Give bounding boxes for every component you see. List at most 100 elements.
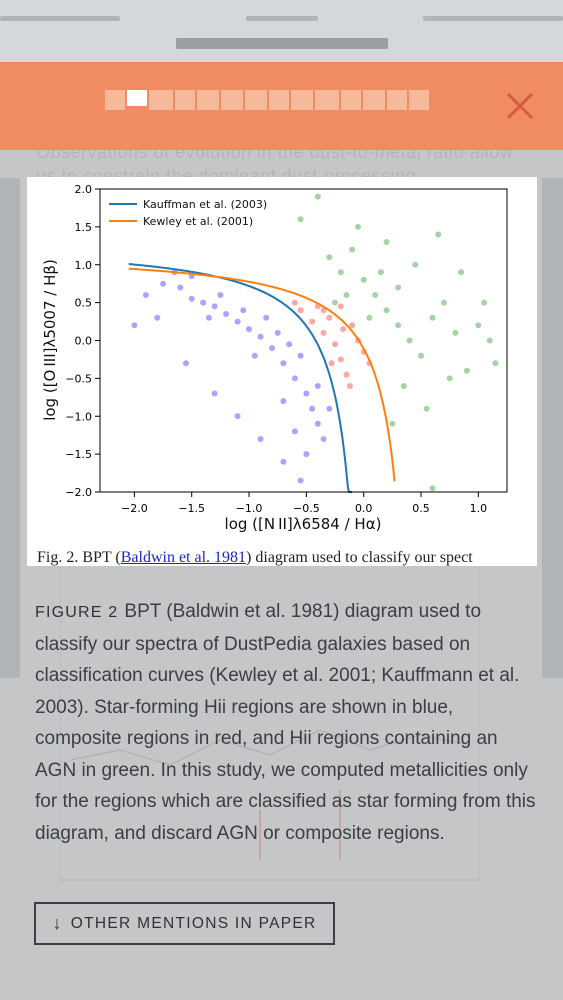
background-header (0, 0, 563, 62)
banner-code (105, 90, 429, 112)
AGN-point (429, 485, 436, 492)
star-forming-point (269, 345, 275, 352)
star-forming-point (205, 314, 212, 321)
star-forming-point (280, 398, 287, 405)
star-forming-point (160, 280, 167, 287)
composite-point (309, 318, 316, 325)
x-axis-label: log ([N II]λ6584 / Hα) (225, 515, 382, 533)
arrow-down-icon: ↓ (52, 913, 63, 933)
background-card-right (542, 178, 563, 678)
figure-image[interactable]: −2.0 −1.5 −1.0 −0.5 0.0 0.5 1.0 2.0 1.5 1.0 0.5 0.0… (27, 177, 537, 566)
star-forming-point (183, 360, 189, 367)
star-forming-point (291, 375, 298, 382)
chart-legend: Kauffman et al. (2003) Kewley et al. (20… (109, 198, 267, 228)
x-tick-label: 0.5 (412, 502, 430, 515)
figure-caption-preview: Fig. 2. BPT (Baldwin et al. 1981) diagra… (37, 549, 473, 566)
AGN-point (372, 292, 379, 298)
x-tick-label: 1.0 (470, 502, 488, 515)
composite-point (346, 383, 353, 389)
AGN-point (377, 269, 384, 276)
kewley-curve (128, 267, 396, 482)
star-forming-point (320, 436, 327, 442)
star-forming-point (200, 299, 207, 306)
background-line (0, 16, 120, 21)
AGN-point (446, 375, 453, 382)
AGN-point (400, 383, 407, 389)
bpt-chart: −2.0 −1.5 −1.0 −0.5 0.0 0.5 1.0 2.0 1.5 1.0 0.5 0.0… (41, 183, 508, 533)
star-forming-point (291, 428, 298, 435)
other-mentions-button[interactable]: ↓ OTHER MENTIONS IN PAPER (34, 902, 335, 945)
AGN-point (463, 367, 470, 374)
y-tick-label: 0.0 (75, 335, 93, 348)
AGN-point (389, 420, 396, 427)
y-tick-label: −2.0 (65, 486, 92, 499)
star-forming-point (257, 436, 264, 442)
caption-preview-link[interactable]: Baldwin et al. 1981 (120, 549, 247, 566)
star-forming-point (217, 292, 224, 298)
AGN-point (395, 322, 402, 329)
star-forming-point (246, 326, 252, 333)
composite-point (320, 329, 327, 336)
background-line (423, 16, 563, 21)
AGN-point (355, 223, 361, 230)
background-title-bar (176, 38, 388, 49)
x-tick-label: 0.0 (355, 502, 373, 515)
x-tick-label: −1.5 (178, 502, 205, 515)
AGN-point (406, 337, 413, 344)
x-tick-label: −0.5 (293, 502, 320, 515)
AGN-point (481, 299, 488, 306)
AGN-point (326, 254, 333, 261)
composite-point (326, 314, 333, 321)
composite-point (343, 371, 350, 378)
AGN-point (297, 216, 304, 223)
star-forming-point (223, 311, 230, 317)
y-tick-label: −1.0 (65, 410, 92, 423)
star-forming-point (274, 329, 281, 336)
figure-caption-text: BPT (Baldwin et al. 1981) diagram used t… (35, 601, 536, 844)
x-tick-label: −2.0 (121, 502, 148, 515)
y-tick-label: 1.0 (75, 259, 93, 272)
AGN-point (337, 269, 344, 276)
star-forming-point (211, 390, 218, 397)
AGN-point (440, 299, 447, 306)
composite-point (297, 307, 304, 314)
composite-point (291, 299, 298, 306)
AGN-point (412, 261, 419, 268)
y-tick-label: 0.5 (75, 297, 93, 310)
legend-label-kewley: Kewley et al. (2001) (143, 215, 253, 228)
y-tick-label: 2.0 (75, 183, 93, 196)
other-mentions-label: OTHER MENTIONS IN PAPER (70, 914, 317, 932)
star-forming-point (142, 292, 149, 298)
star-forming-point (251, 352, 258, 359)
star-forming-point (234, 318, 241, 325)
y-tick-label: 1.5 (75, 221, 93, 234)
background-card-left (0, 178, 20, 678)
star-forming-point (286, 341, 293, 348)
star-forming-point (280, 458, 287, 465)
figure-label: FIGURE 2 (35, 604, 119, 621)
composite-point (340, 326, 347, 333)
star-forming-point (188, 295, 195, 302)
AGN-point (383, 307, 390, 314)
star-forming-point (211, 303, 218, 310)
AGN-point (360, 276, 367, 283)
background-chart (60, 560, 480, 881)
close-icon[interactable] (505, 91, 535, 121)
star-forming-point (303, 451, 310, 458)
composite-point (337, 303, 344, 310)
AGN-point (349, 246, 356, 253)
star-forming-point (303, 390, 310, 397)
AGN-point (429, 314, 436, 321)
plot-frame (99, 188, 508, 493)
AGN-point (343, 292, 350, 298)
y-tick-label: −0.5 (65, 372, 92, 385)
star-forming-point (177, 284, 184, 291)
kauffman-curve (128, 263, 353, 493)
star-forming-point (240, 307, 247, 314)
star-forming-point (280, 360, 287, 367)
caption-preview-suffix: ) diagram used to classify our spect (246, 549, 473, 566)
AGN-point (314, 193, 321, 200)
AGN-point (383, 239, 390, 245)
star-forming-point (309, 405, 316, 412)
star-forming-point (314, 420, 321, 427)
